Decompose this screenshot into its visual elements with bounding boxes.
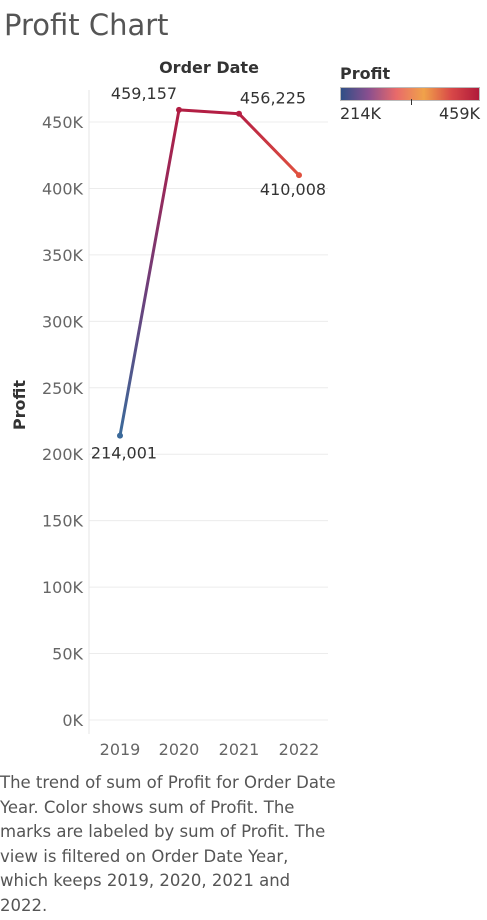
y-tick-label: 200K: [42, 445, 84, 464]
data-labels: 214,001 459,157 456,225 410,008: [91, 84, 326, 463]
data-point[interactable]: [236, 110, 242, 117]
gridlines: [89, 121, 328, 721]
legend-title: Profit: [340, 64, 391, 83]
x-tick-label: 2022: [279, 740, 320, 759]
y-tick-label: 400K: [42, 179, 84, 198]
data-point[interactable]: [176, 106, 182, 113]
data-point[interactable]: [117, 432, 123, 439]
series-points: [117, 106, 302, 439]
legend-min-label: 214K: [340, 104, 382, 123]
series-lines: [118, 108, 301, 438]
y-tick-label: 0K: [62, 711, 83, 730]
y-tick-label: 50K: [52, 645, 83, 664]
line-segment: [177, 108, 241, 116]
y-tick-label: 300K: [42, 312, 84, 331]
y-tick-label: 250K: [42, 379, 84, 398]
color-legend: Profit 214K 459K: [340, 64, 485, 123]
legend-gradient-bar: [340, 87, 480, 105]
line-segment: [237, 112, 301, 177]
legend-max-label: 459K: [438, 104, 480, 123]
line-segment: [118, 108, 181, 438]
y-axis-ticks: 0K 50K 100K 150K 200K 250K 300K 350K 400K 450K: [42, 113, 84, 730]
x-axis-title: Order Date: [159, 58, 259, 77]
data-label: 456,225: [240, 89, 306, 108]
line-chart: 0K 50K 100K 150K 200K 250K 300K 350K 400K 450K 20…: [10, 58, 328, 759]
x-tick-label: 2019: [100, 740, 141, 759]
x-axis-ticks: 2019 2020 2021 2022: [100, 740, 320, 759]
chart-caption: The trend of sum of Profit for Order Dat…: [0, 773, 336, 915]
y-tick-label: 450K: [42, 113, 84, 132]
y-tick-label: 100K: [42, 578, 84, 597]
data-label: 214,001: [91, 444, 157, 463]
y-tick-label: 350K: [42, 246, 84, 265]
legend-marker: [411, 99, 412, 105]
y-tick-label: 150K: [42, 512, 84, 531]
data-point[interactable]: [296, 172, 302, 179]
x-tick-label: 2021: [219, 740, 260, 759]
x-tick-label: 2020: [159, 740, 200, 759]
page-title: Profit Chart: [4, 8, 169, 42]
data-label: 459,157: [111, 84, 177, 103]
data-label: 410,008: [260, 180, 326, 199]
y-axis-title: Profit: [10, 380, 29, 430]
